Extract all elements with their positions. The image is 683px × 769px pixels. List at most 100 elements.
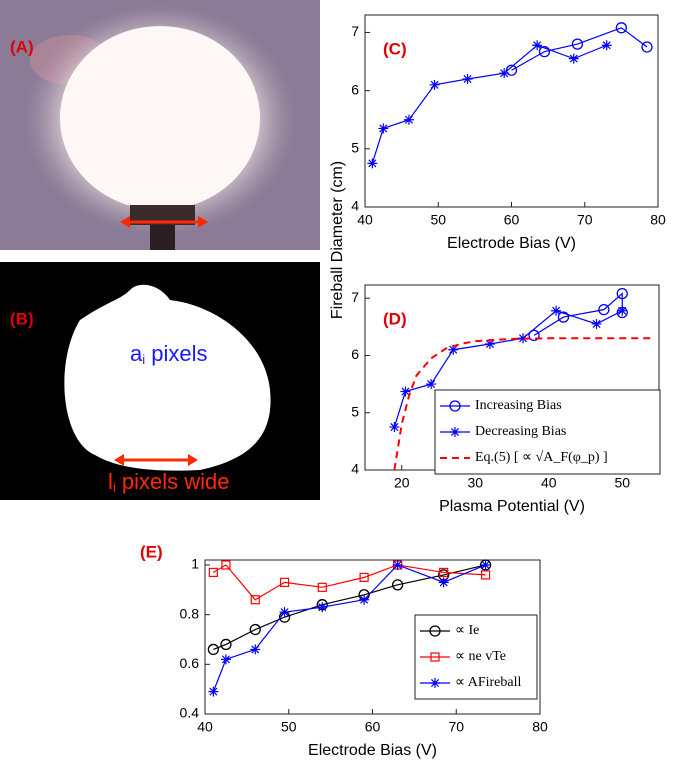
marker xyxy=(617,305,628,316)
y-axis-label: Fireball Diameter (cm) xyxy=(329,161,346,319)
marker xyxy=(359,572,369,582)
x-axis-label: Electrode Bias (V) xyxy=(308,742,437,759)
x-tick-label: 30 xyxy=(467,475,483,491)
y-tick-label: 5 xyxy=(351,403,359,419)
marker xyxy=(317,582,327,592)
panel-label: (B) xyxy=(10,309,34,328)
x-tick-label: 60 xyxy=(365,719,381,735)
y-tick-label: 0.4 xyxy=(180,705,200,721)
legend-label: Eq.(5) [ ∝ √A_F(φ_p) ] xyxy=(475,450,608,465)
legend-label: ∝ Ie xyxy=(455,623,479,638)
legend-marker xyxy=(429,625,441,637)
series-line xyxy=(393,337,652,471)
axes-box xyxy=(364,14,659,208)
marker xyxy=(484,338,495,349)
marker xyxy=(616,287,628,300)
marker xyxy=(317,602,328,613)
marker xyxy=(250,595,260,605)
marker xyxy=(220,654,231,665)
marker xyxy=(389,422,400,433)
y-tick-label: 6 xyxy=(351,81,359,97)
legend-marker xyxy=(450,427,460,437)
photo-a: (A) xyxy=(0,0,320,250)
marker xyxy=(400,386,411,397)
width-text: li pixels wide xyxy=(108,469,230,496)
legend-label: Decreasing Bias xyxy=(475,424,566,439)
legend-label: ∝ AFireball xyxy=(455,675,521,690)
x-tick-label: 80 xyxy=(532,719,548,735)
marker xyxy=(598,303,610,316)
marker xyxy=(448,344,459,355)
marker xyxy=(249,623,261,636)
marker xyxy=(279,577,290,587)
marker xyxy=(208,686,219,697)
area-text: ai pixels xyxy=(130,341,208,368)
marker xyxy=(221,560,231,570)
legend-box xyxy=(434,389,661,475)
panel-label: (A) xyxy=(10,37,34,56)
legend-label: ∝ ne vTe xyxy=(455,649,506,664)
x-axis-label: Plasma Potential (V) xyxy=(439,498,585,515)
marker xyxy=(359,594,370,605)
marker xyxy=(532,40,543,51)
x-tick-label: 40 xyxy=(541,475,557,491)
marker xyxy=(439,567,449,578)
marker xyxy=(480,570,491,580)
marker xyxy=(403,114,414,125)
marker xyxy=(499,68,510,79)
marker xyxy=(429,79,440,90)
y-tick-label: 7 xyxy=(351,289,359,305)
marker xyxy=(571,38,584,50)
y-tick-label: 6 xyxy=(351,346,359,362)
marker xyxy=(568,53,579,64)
x-tick-label: 70 xyxy=(577,212,593,228)
marker xyxy=(207,643,220,656)
x-axis-label: Electrode Bias (V) xyxy=(447,235,576,252)
legend-marker xyxy=(449,400,461,412)
y-tick-label: 4 xyxy=(351,198,359,214)
x-tick-label: 40 xyxy=(357,212,373,228)
marker xyxy=(250,644,261,655)
marker xyxy=(591,318,602,329)
marker xyxy=(208,567,218,578)
panel-label: (E) xyxy=(140,542,163,561)
marker xyxy=(615,22,628,34)
x-tick-label: 50 xyxy=(281,719,297,735)
x-tick-label: 50 xyxy=(430,212,446,228)
series-line xyxy=(213,564,486,601)
marker xyxy=(220,638,232,651)
marker xyxy=(392,559,403,570)
mask-b: (B) ai pixels li pixels wide xyxy=(0,262,320,500)
marker xyxy=(438,577,449,588)
x-tick-label: 40 xyxy=(197,719,213,735)
marker xyxy=(518,333,529,344)
marker xyxy=(557,311,570,323)
marker xyxy=(538,46,551,58)
legend-label: Increasing Bias xyxy=(475,398,562,413)
x-tick-label: 50 xyxy=(614,475,630,491)
x-tick-label: 70 xyxy=(448,719,464,735)
legend-marker xyxy=(430,678,440,688)
y-tick-label: 1 xyxy=(191,556,199,572)
marker xyxy=(480,559,491,570)
marker xyxy=(378,123,389,134)
y-tick-label: 0.6 xyxy=(180,655,200,671)
x-tick-label: 60 xyxy=(504,212,520,228)
x-tick-label: 20 xyxy=(394,475,410,491)
series-line xyxy=(511,27,648,71)
y-tick-label: 7 xyxy=(351,23,359,39)
marker xyxy=(426,379,437,390)
legend-marker xyxy=(430,652,440,662)
y-tick-label: 4 xyxy=(351,461,359,477)
marker xyxy=(551,305,562,316)
marker xyxy=(391,579,404,591)
series-line xyxy=(533,292,623,336)
y-tick-label: 0.8 xyxy=(180,605,200,621)
x-tick-label: 80 xyxy=(650,212,666,228)
marker xyxy=(462,74,473,84)
marker xyxy=(279,607,290,618)
panel-label: (C) xyxy=(383,39,407,58)
marker xyxy=(601,40,612,51)
marker xyxy=(528,329,540,342)
